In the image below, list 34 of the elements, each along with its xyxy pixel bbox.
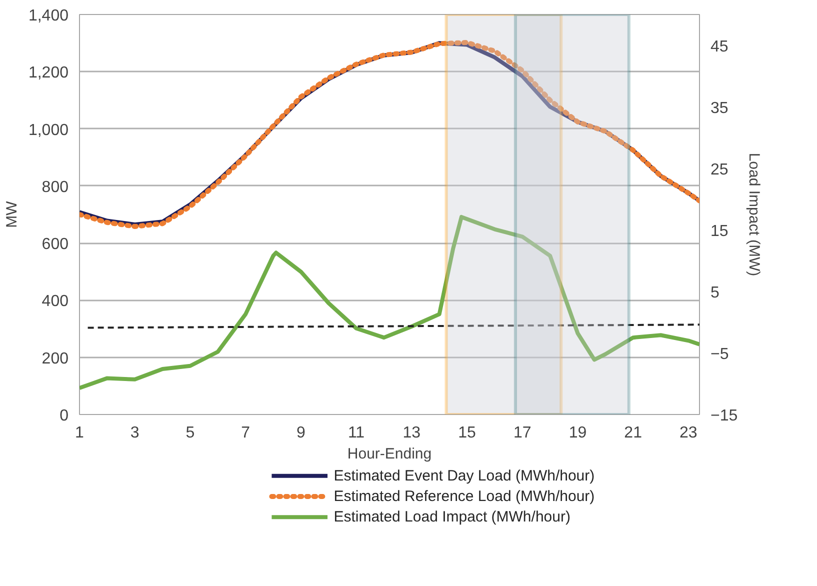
y2-tick-label: −15 [710, 408, 738, 424]
x-tick-label: 15 [458, 424, 476, 442]
y2-tick-label: 15 [710, 222, 728, 240]
y2-tick-label: 45 [710, 38, 728, 56]
y2-tick-label: 25 [710, 161, 728, 178]
y2-tick-label: −5 [710, 346, 729, 363]
y-tick-label: 200 [42, 350, 69, 368]
y-tick-label: 800 [42, 178, 69, 196]
y2-tick-label: 35 [710, 100, 728, 117]
x-tick-label: 1 [75, 424, 84, 442]
y2-tick-label: 5 [710, 284, 720, 302]
x-tick-label: 3 [130, 424, 140, 442]
y-axis-title: MW [3, 200, 20, 228]
x-tick-label: 5 [186, 424, 195, 442]
x-tick-label: 21 [624, 424, 642, 442]
y-tick-label: 1,000 [28, 122, 69, 139]
x-tick-label: 13 [402, 424, 421, 442]
y-tick-label: 600 [42, 236, 69, 254]
y-tick-label: 1,400 [28, 8, 69, 24]
y-tick-label: 1,200 [28, 64, 69, 82]
x-axis-title: Hour-Ending [347, 446, 432, 462]
legend-label: Estimated Load Impact (MWh/hour) [334, 508, 570, 526]
x-tick-label: 19 [568, 424, 587, 442]
y-tick-label: 0 [60, 408, 69, 424]
legend-label: Estimated Event Day Load (MWh/hour) [334, 467, 595, 484]
x-tick-label: 23 [680, 424, 698, 442]
line-series [80, 214, 700, 390]
legend-label: Estimated Reference Load (MWh/hour) [334, 488, 595, 505]
x-tick-label: 9 [296, 424, 306, 442]
y-tick-label: 400 [42, 293, 69, 310]
x-tick-label: 7 [241, 424, 250, 442]
x-tick-label: 11 [348, 424, 365, 442]
x-tick-label: 17 [513, 424, 532, 442]
y2-axis-title: Load Impact (MW) [746, 152, 763, 276]
